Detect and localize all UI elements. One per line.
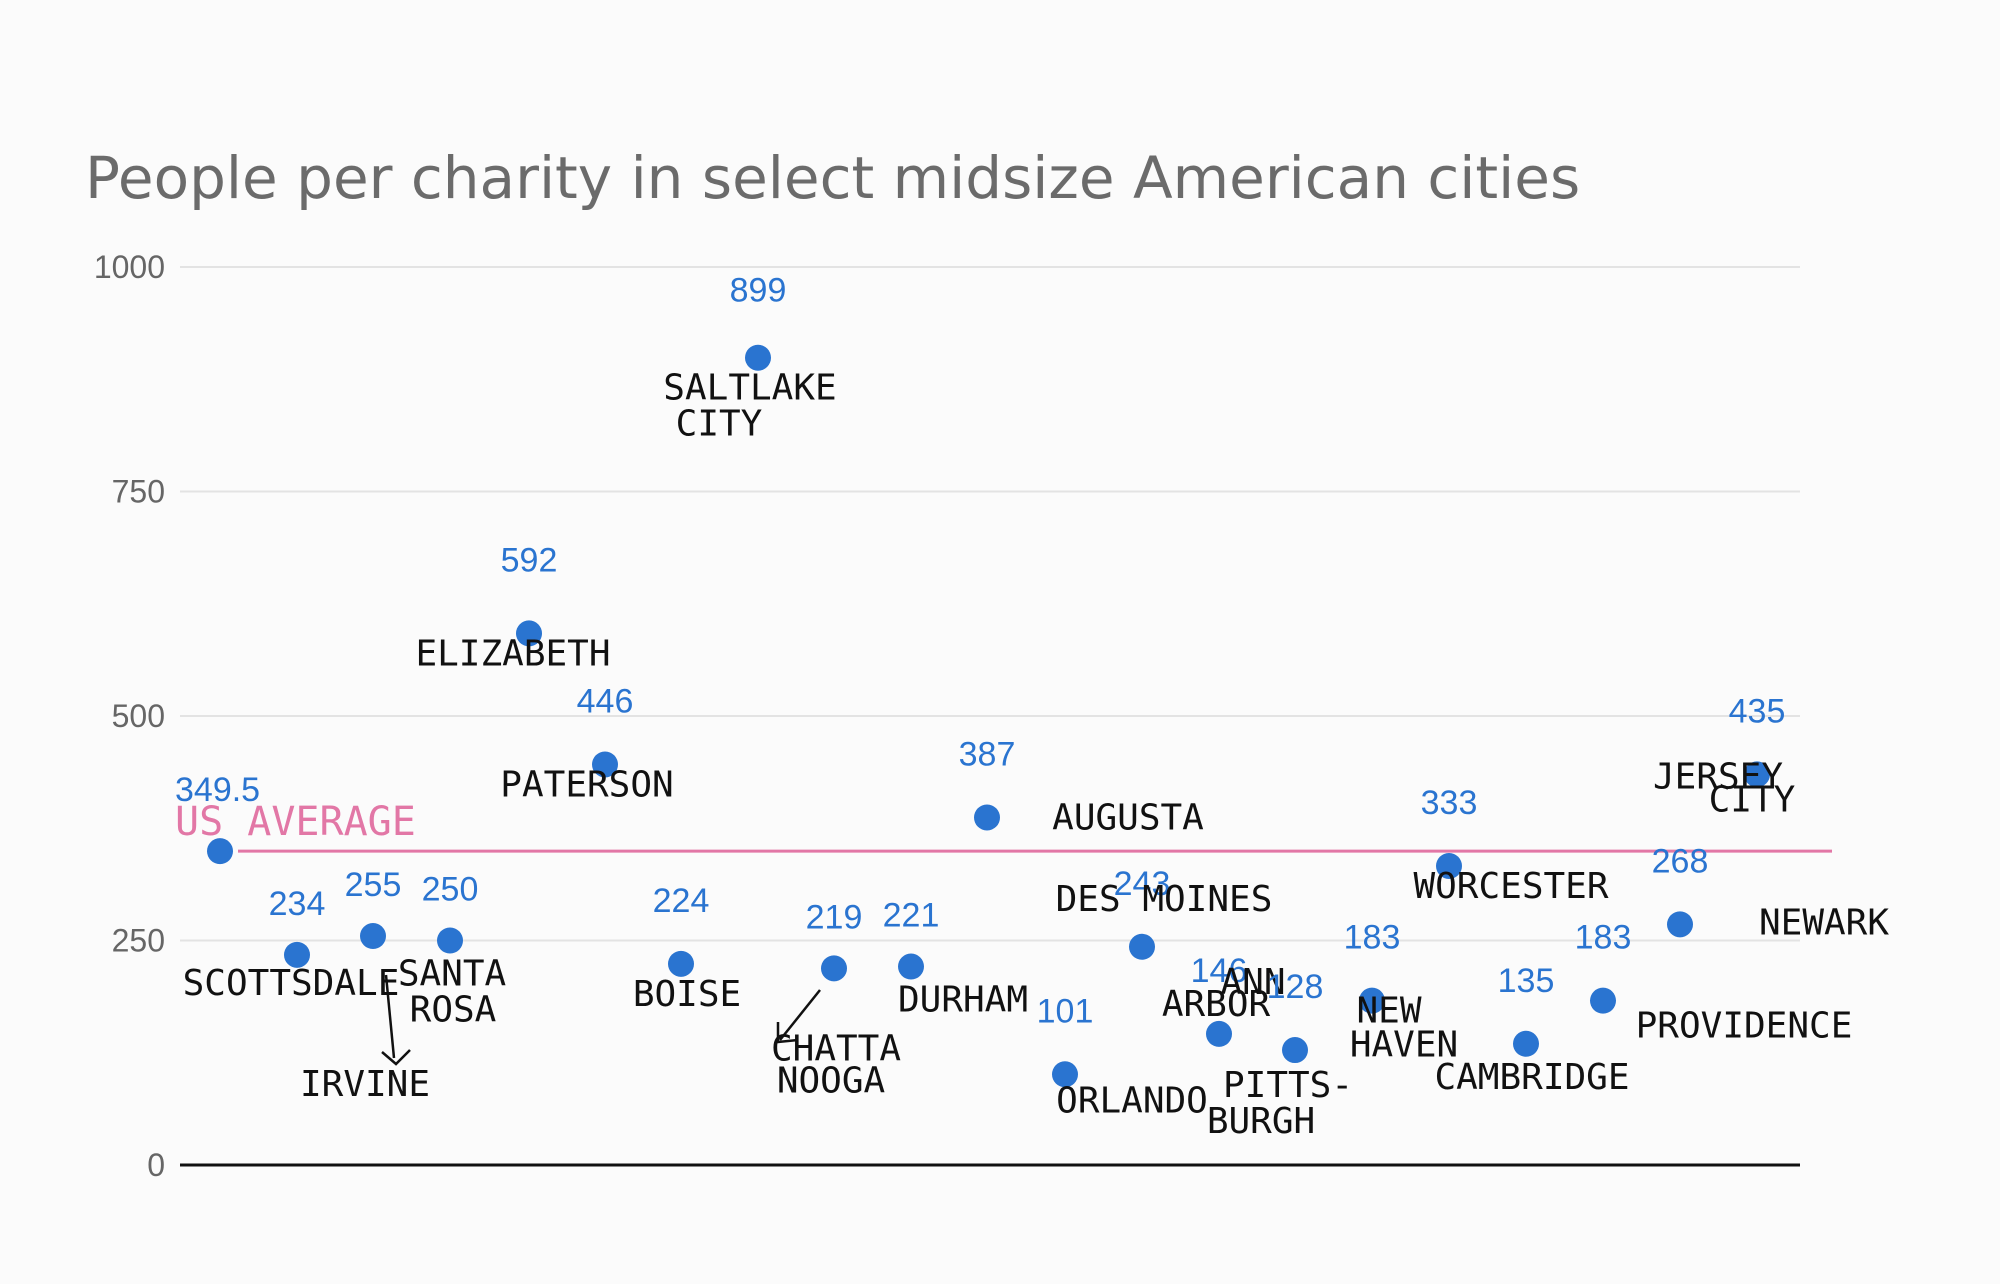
y-tick-label: 250 — [112, 923, 165, 959]
data-point — [592, 751, 618, 778]
us-average-group: 349.5US AVERAGE — [175, 771, 1832, 865]
us-average-point — [207, 838, 233, 865]
city-label: CHATTA NOOGA — [771, 1028, 901, 1101]
value-label: 128 — [1267, 968, 1324, 1006]
city-label: PROVIDENCE — [1636, 1006, 1853, 1047]
city-label: NEW HAVEN — [1350, 991, 1458, 1066]
point-group: 221 DURHAM — [883, 897, 1028, 1021]
point-group: 255 IRVINE — [300, 866, 430, 1105]
data-point — [1359, 987, 1385, 1014]
city-label: DES MOINES — [1056, 879, 1273, 920]
us-average-label: US AVERAGE — [175, 799, 416, 845]
data-point — [745, 344, 771, 371]
gridlines: 0 250 500 750 1000 — [94, 249, 1800, 1183]
value-label: 446 — [577, 682, 634, 720]
point-group: 183 NEW HAVEN — [1344, 919, 1459, 1066]
data-point — [516, 620, 542, 647]
point-group: 183 PROVIDENCE — [1575, 919, 1853, 1047]
city-label: NEWARK — [1759, 902, 1889, 943]
chattanooga-arrow — [779, 989, 821, 1041]
value-label: 268 — [1652, 842, 1709, 880]
data-point — [1282, 1037, 1308, 1064]
value-label: 101 — [1037, 992, 1094, 1030]
point-group: 446 PATERSON — [500, 682, 673, 805]
city-label: ELIZABETH — [415, 633, 610, 674]
y-tick-label: 0 — [147, 1147, 165, 1183]
data-point — [360, 923, 386, 950]
city-label: PITTS-BURGH — [1207, 1065, 1353, 1142]
city-label: BOISE — [633, 974, 741, 1015]
point-group: 333 WORCESTER — [1413, 784, 1608, 907]
y-tick-label: 750 — [112, 474, 165, 510]
point-group: 234 SCOTTSDALE — [183, 885, 400, 1004]
point-group: 899 SALTLAKE CITY — [663, 272, 836, 445]
data-point — [821, 955, 847, 982]
data-point — [1590, 987, 1616, 1014]
city-label: JERSEY CITY — [1653, 756, 1796, 820]
value-label: 146 — [1191, 952, 1248, 990]
value-label: 183 — [1575, 919, 1632, 957]
point-group: 219 CHATTA NOOGA — [771, 898, 901, 1101]
value-label: 224 — [653, 882, 710, 920]
point-group: 387 AUGUSTA — [959, 735, 1205, 838]
value-label: 135 — [1498, 962, 1555, 1000]
data-point — [284, 941, 310, 968]
data-point — [437, 927, 463, 954]
point-group: 250 SANTA ROSA — [398, 871, 507, 1031]
value-label: 435 — [1729, 692, 1786, 730]
data-point — [1744, 761, 1770, 788]
city-label: ANN ARBOR — [1162, 962, 1286, 1025]
data-point — [1667, 911, 1693, 938]
chart-title: People per charity in select midsize Ame… — [85, 144, 1580, 212]
city-label: ORLANDO — [1056, 1080, 1208, 1121]
value-label: 183 — [1344, 919, 1401, 957]
irvine-arrowhead — [381, 1049, 411, 1066]
point-group: 435 JERSEY CITY — [1653, 692, 1796, 820]
point-group: 135 CAMBRIDGE — [1434, 962, 1629, 1098]
city-label: IRVINE — [300, 1064, 430, 1105]
value-label: 255 — [345, 866, 402, 904]
y-tick-label: 1000 — [94, 249, 165, 285]
data-point — [898, 953, 924, 980]
point-group: 128 PITTS-BURGH — [1207, 968, 1353, 1142]
data-point — [1436, 852, 1462, 879]
value-label: 250 — [422, 871, 479, 909]
y-tick-label: 500 — [112, 698, 165, 734]
value-label: 219 — [806, 898, 863, 936]
point-group: 268 NEWARK — [1652, 842, 1890, 943]
city-label: SALTLAKE CITY — [663, 368, 836, 445]
value-label: 592 — [501, 541, 558, 579]
value-label: 333 — [1421, 784, 1478, 822]
value-label: 243 — [1114, 865, 1171, 903]
city-label: PATERSON — [500, 764, 673, 805]
point-group: 592 ELIZABETH — [415, 541, 610, 674]
city-label: SANTA ROSA — [398, 954, 507, 1031]
us-average-value: 349.5 — [175, 771, 260, 809]
value-label: 234 — [269, 885, 326, 923]
data-point — [1129, 933, 1155, 960]
data-point — [1206, 1020, 1232, 1047]
data-points: 234 SCOTTSDALE 255 IRVINE 250 SANTA ROSA 592 ELI… — [183, 272, 1890, 1142]
value-label: 899 — [730, 272, 787, 310]
city-label: AUGUSTA — [1052, 797, 1204, 838]
point-group: 101 ORLANDO — [1037, 992, 1208, 1121]
data-point — [1052, 1061, 1078, 1088]
data-point — [668, 950, 694, 977]
point-group: 224 BOISE — [633, 882, 741, 1015]
data-point — [1513, 1030, 1539, 1057]
city-label: CAMBRIDGE — [1434, 1057, 1629, 1098]
value-label: 221 — [883, 897, 940, 935]
city-label: DURHAM — [898, 980, 1028, 1021]
city-label: WORCESTER — [1413, 866, 1608, 907]
label-arrows — [381, 974, 821, 1066]
city-label: SCOTTSDALE — [183, 963, 400, 1004]
data-point — [974, 804, 1000, 831]
value-label: 387 — [959, 735, 1016, 773]
irvine-arrow — [384, 974, 396, 1059]
chattanooga-arrowhead — [776, 1022, 799, 1044]
